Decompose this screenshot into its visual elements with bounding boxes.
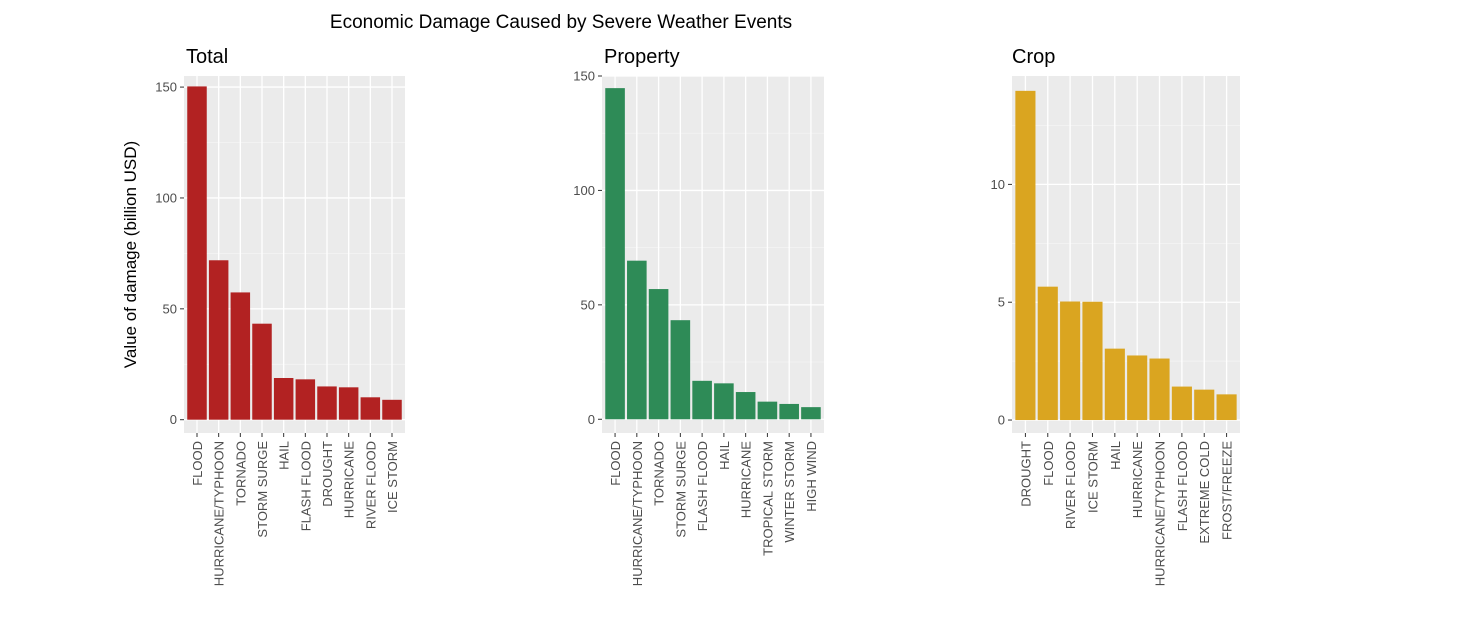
panel-title: Property	[604, 46, 680, 68]
y-tick-label: 150	[573, 69, 595, 84]
y-tick-label: 0	[998, 413, 1005, 428]
x-tick-label: HAIL	[717, 441, 732, 470]
bar	[360, 397, 381, 420]
x-tick-label: HAIL	[1108, 441, 1123, 470]
bar	[1149, 358, 1170, 421]
y-tick-label: 100	[155, 190, 177, 205]
y-tick-label: 10	[991, 177, 1005, 192]
bar	[1127, 355, 1148, 421]
bar	[1015, 90, 1036, 421]
x-tick-label: HURRICANE/TYPHOON	[630, 441, 645, 586]
x-tick-label: EXTREME COLD	[1197, 441, 1212, 544]
x-tick-label: HAIL	[277, 441, 292, 470]
bar	[1171, 386, 1192, 421]
x-tick-label: HURRICANE/TYPHOON	[1153, 441, 1168, 586]
x-tick-label: STORM SURGE	[673, 441, 688, 538]
y-tick-label: 150	[155, 80, 177, 95]
bar	[382, 399, 402, 420]
bar	[187, 86, 207, 420]
bar	[1216, 394, 1237, 421]
x-tick-label: FLOOD	[608, 441, 623, 486]
bar	[605, 88, 625, 420]
y-tick-label: 0	[170, 412, 177, 427]
x-tick-label: TORNADO	[652, 441, 667, 506]
bar	[1060, 301, 1081, 421]
x-tick-label: ICE STORM	[385, 441, 400, 513]
bar	[230, 292, 251, 420]
bar	[648, 289, 669, 420]
x-tick-label: RIVER FLOOD	[1063, 441, 1078, 529]
bar	[208, 260, 229, 420]
y-axis-label: Value of damage (billion USD)	[121, 141, 140, 368]
bar	[627, 260, 647, 420]
y-tick-label: 50	[581, 297, 595, 312]
x-tick-label: HURRICANE/TYPHOON	[212, 441, 227, 586]
x-tick-label: TORNADO	[233, 441, 248, 506]
x-tick-label: STORM SURGE	[255, 441, 270, 538]
y-tick-label: 5	[998, 295, 1005, 310]
bar	[779, 403, 799, 420]
bar	[670, 320, 691, 420]
bar	[714, 383, 734, 420]
bar	[757, 401, 778, 420]
bar	[1037, 286, 1058, 421]
y-tick-label: 50	[163, 301, 177, 316]
bar	[692, 380, 712, 420]
x-tick-label: HURRICANE	[739, 441, 754, 519]
bar	[252, 323, 272, 420]
bar	[317, 386, 337, 420]
x-tick-label: FLASH FLOOD	[695, 441, 710, 531]
x-tick-label: DROUGHT	[1018, 441, 1033, 507]
x-tick-label: FLASH FLOOD	[298, 441, 313, 531]
main-title: Economic Damage Caused by Severe Weather…	[329, 12, 793, 33]
x-tick-label: DROUGHT	[320, 441, 335, 507]
panel-title: Total	[186, 46, 228, 68]
bar	[801, 407, 821, 420]
bar	[735, 392, 756, 420]
bar	[295, 379, 316, 420]
x-tick-label: ICE STORM	[1085, 441, 1100, 513]
y-tick-label: 100	[573, 183, 595, 198]
bar	[273, 378, 294, 420]
panel-title: Crop	[1012, 46, 1055, 68]
bar	[338, 387, 359, 420]
x-tick-label: FROST/FREEZE	[1220, 441, 1235, 540]
x-tick-label: FLOOD	[190, 441, 205, 486]
bar	[1104, 348, 1125, 421]
x-tick-label: TROPICAL STORM	[760, 441, 775, 556]
x-tick-label: HURRICANE	[1130, 441, 1145, 519]
y-tick-label: 0	[588, 412, 595, 427]
x-tick-label: FLASH FLOOD	[1175, 441, 1190, 531]
bar	[1194, 389, 1215, 421]
x-tick-label: HURRICANE	[342, 441, 357, 519]
bar	[1082, 301, 1103, 421]
x-tick-label: HIGH WIND	[804, 441, 819, 512]
x-tick-label: FLOOD	[1041, 441, 1056, 486]
x-tick-label: WINTER STORM	[782, 441, 797, 543]
x-tick-label: RIVER FLOOD	[363, 441, 378, 529]
